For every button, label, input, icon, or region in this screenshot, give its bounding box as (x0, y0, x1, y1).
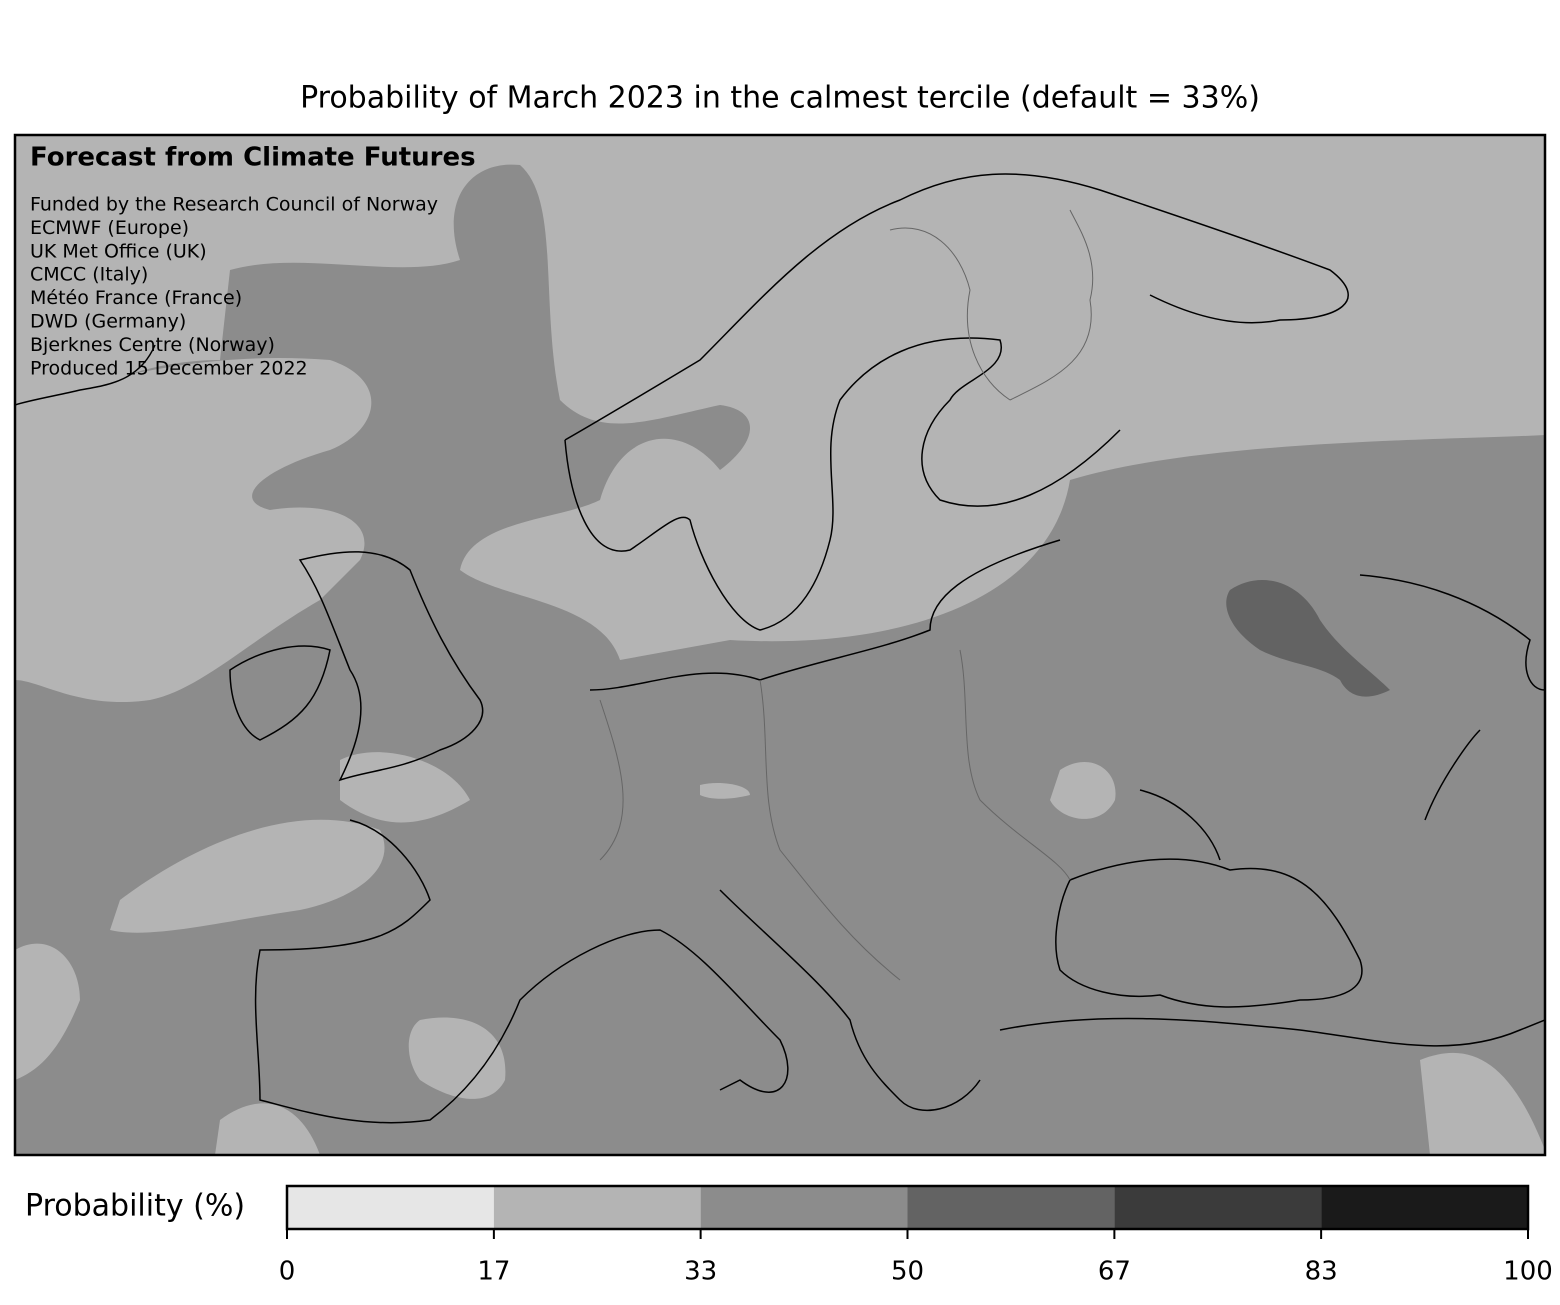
annotation-line: CMCC (Italy) (30, 264, 148, 286)
map: Forecast from Climate Futures Funded by … (13, 133, 1547, 1157)
colorbar-segment (907, 1186, 1115, 1229)
map-frame (13, 133, 1547, 1157)
colorbar-label: Probability (%) (25, 1189, 245, 1224)
colorbar-segment (1321, 1186, 1528, 1229)
annotation-heading: Forecast from Climate Futures (30, 143, 476, 173)
region-light (15, 135, 1545, 660)
map-title: Probability of March 2023 in the calmest… (300, 81, 1260, 116)
colorbar-tick-label: 33 (684, 1257, 717, 1287)
colorbar-segment (700, 1186, 908, 1229)
region-dark (1226, 580, 1390, 697)
annotation-line: Météo France (France) (30, 287, 242, 309)
colorbar-tick-label: 50 (891, 1257, 924, 1287)
colorbar-segment (287, 1186, 494, 1229)
region-light (15, 358, 372, 703)
colorbar-tick-label: 83 (1305, 1257, 1338, 1287)
colorbar-tick-label: 67 (1098, 1257, 1131, 1287)
colorbar-tick-label: 0 (279, 1257, 296, 1287)
annotation-line: Produced 15 December 2022 (30, 357, 308, 379)
borders (599, 209, 1094, 981)
coastlines (15, 173, 1545, 1124)
colorbar-tick-label: 100 (1503, 1257, 1553, 1287)
colorbar-segment (493, 1186, 701, 1229)
colorbar-segment (1114, 1186, 1322, 1229)
annotation-lines: Funded by the Research Council of Norway… (30, 194, 438, 380)
colorbar: 0 17 33 50 67 83 100 (279, 1184, 1553, 1287)
annotation-line: Bjerknes Centre (Norway) (30, 334, 275, 356)
annotation-line: ECMWF (Europe) (30, 217, 189, 239)
annotation-line: UK Met Office (UK) (30, 240, 207, 262)
annotation-line: Funded by the Research Council of Norway (30, 194, 438, 216)
annotation-line: DWD (Germany) (30, 311, 186, 333)
colorbar-tick-label: 17 (477, 1257, 510, 1287)
